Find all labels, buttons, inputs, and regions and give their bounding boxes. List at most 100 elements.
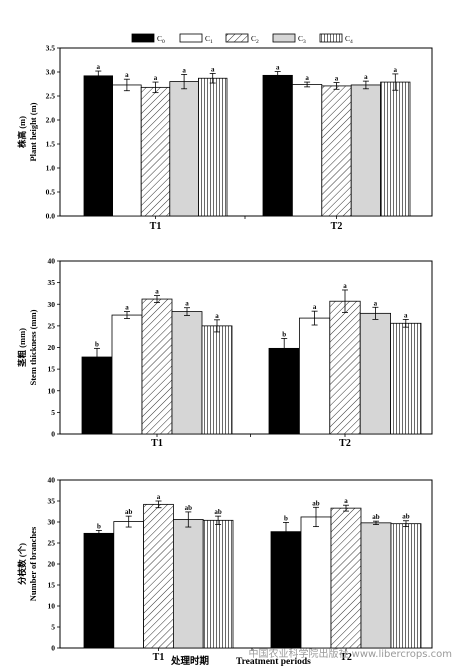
y-tick-label: 0.5 xyxy=(46,188,56,197)
y-tick-label: 40 xyxy=(48,476,56,485)
significance-letter: b xyxy=(95,340,99,348)
y-tick-label: 15 xyxy=(48,365,56,374)
legend-label-0: C0 xyxy=(157,34,165,45)
bar-T1-C3 xyxy=(169,81,199,217)
y-tick-label: 40 xyxy=(48,257,56,266)
bar-T2-C3 xyxy=(360,522,392,649)
legend-label-base: C xyxy=(298,34,303,43)
significance-letter: a xyxy=(374,299,378,307)
y-tick-label: 3.0 xyxy=(46,68,56,77)
bar-T1-C1 xyxy=(113,521,145,649)
significance-letter: ab xyxy=(372,513,380,521)
legend-swatch-2 xyxy=(225,33,249,43)
y-tick-label: 30 xyxy=(48,300,56,309)
legend: C0 C1 C2 C3 C4 xyxy=(131,33,353,45)
y-tick-label: 0.0 xyxy=(46,212,56,221)
watermark: 中国农业科学院出版社 www.libercrops.com xyxy=(248,647,452,660)
significance-letter: a xyxy=(394,66,398,74)
bar-T1-C2 xyxy=(143,503,174,649)
bar-T2-C2 xyxy=(321,85,352,217)
y-tick-label: 2.5 xyxy=(46,92,56,101)
y-tick-label: 25 xyxy=(48,321,56,330)
legend-label-3: C3 xyxy=(298,34,306,45)
legend-label-sub: 4 xyxy=(350,39,353,45)
bar-T2-C3 xyxy=(350,84,382,217)
y-axis-title: 分枝数 (个)Number of branches xyxy=(17,526,38,601)
y-tick-label: 2.0 xyxy=(46,116,56,125)
y-tick-label: 1.5 xyxy=(46,140,56,149)
legend-label-sub: 2 xyxy=(256,39,259,45)
y-tick-label: 35 xyxy=(48,497,56,506)
legend-label-base: C xyxy=(205,34,210,43)
significance-letter: a xyxy=(154,74,158,82)
y-tick-label: 35 xyxy=(48,278,56,287)
legend-swatch-4 xyxy=(319,33,343,43)
significance-letter: a xyxy=(404,311,408,319)
bar-T1-C4 xyxy=(202,519,234,649)
bar-T1-C1 xyxy=(111,314,143,435)
bar-T1-C3 xyxy=(172,519,204,649)
significance-letter: a xyxy=(125,71,129,79)
legend-label-sub: 3 xyxy=(303,39,306,45)
significance-letter: a xyxy=(215,312,219,320)
bar-T2-C1 xyxy=(298,317,331,435)
y-axis-title-en: Number of branches xyxy=(28,526,38,601)
y-tick-label: 0 xyxy=(51,644,55,653)
legend-item-1: C1 xyxy=(179,33,213,45)
plot-frame xyxy=(59,47,433,217)
legend-label-base: C xyxy=(251,34,256,43)
chart-panel-1: 0.0 0.5 1.0 1.5 2.0 2.5 3.0 3.5 株高 (m)Plant heig… xyxy=(17,44,433,232)
bar-T2-C0 xyxy=(268,347,300,435)
legend-label-base: C xyxy=(157,34,162,43)
significance-letter: a xyxy=(364,73,368,81)
bar-T1-C0 xyxy=(83,532,115,649)
significance-letter: ab xyxy=(185,504,193,512)
y-tick-label: 25 xyxy=(48,539,56,548)
y-tick-label: 10 xyxy=(48,602,56,611)
y-tick-label: 20 xyxy=(48,560,56,569)
significance-letter: ab xyxy=(312,499,320,507)
bar-T2-C2 xyxy=(329,300,361,435)
bar-T1-C2 xyxy=(141,298,173,435)
legend-item-4: C4 xyxy=(319,33,353,45)
chart-panel-2: 0 5 10 15 20 25 30 35 40 茎粗 (mm)Stem thickness (m… xyxy=(17,257,433,449)
legend-label-1: C1 xyxy=(205,34,213,45)
legend-item-2: C2 xyxy=(225,33,259,45)
legend-label-sub: 0 xyxy=(162,39,165,45)
bar-T1-C2 xyxy=(140,86,171,217)
x-category-label: T2 xyxy=(339,438,351,449)
significance-letter: a xyxy=(313,303,317,311)
significance-letter: a xyxy=(155,288,159,296)
bar-T2-C4 xyxy=(380,81,411,217)
significance-letter: a xyxy=(182,66,186,74)
bar-T2-C1 xyxy=(300,516,332,649)
x-category-label: T2 xyxy=(331,221,343,232)
y-tick-label: 5 xyxy=(51,408,55,417)
bar-T1-C4 xyxy=(201,325,233,435)
bar-T2-C0 xyxy=(270,531,302,649)
legend-swatch-0 xyxy=(131,33,155,43)
bar-T1-C0 xyxy=(81,356,113,435)
bar-T2-C3 xyxy=(359,312,392,435)
significance-letter: a xyxy=(344,497,348,505)
chart-panel-3: 0 5 10 15 20 25 30 35 40 分枝数 (个)Number of branche… xyxy=(17,476,433,663)
significance-letter: ab xyxy=(402,513,410,521)
y-tick-label: 0 xyxy=(51,430,55,439)
significance-letter: a xyxy=(335,75,339,83)
x-axis-title-cn: 处理时期 xyxy=(170,655,209,667)
legend-label-2: C2 xyxy=(251,34,259,45)
bar-T1-C0 xyxy=(83,75,114,217)
y-tick-label: 15 xyxy=(48,581,56,590)
y-axis-title-en: Stem thickness (mm) xyxy=(28,309,38,385)
legend-label-base: C xyxy=(345,34,350,43)
y-axis-title-cn: 茎粗 (mm) xyxy=(17,328,27,367)
significance-letter: b xyxy=(282,330,286,338)
significance-letter: a xyxy=(97,63,101,71)
significance-letter: ab xyxy=(214,508,222,516)
bar-T1-C4 xyxy=(197,77,228,217)
bar-T1-C1 xyxy=(112,84,142,217)
bar-T1-C3 xyxy=(171,311,203,435)
bar-T2-C0 xyxy=(262,74,293,217)
x-category-label: T1 xyxy=(153,652,165,663)
